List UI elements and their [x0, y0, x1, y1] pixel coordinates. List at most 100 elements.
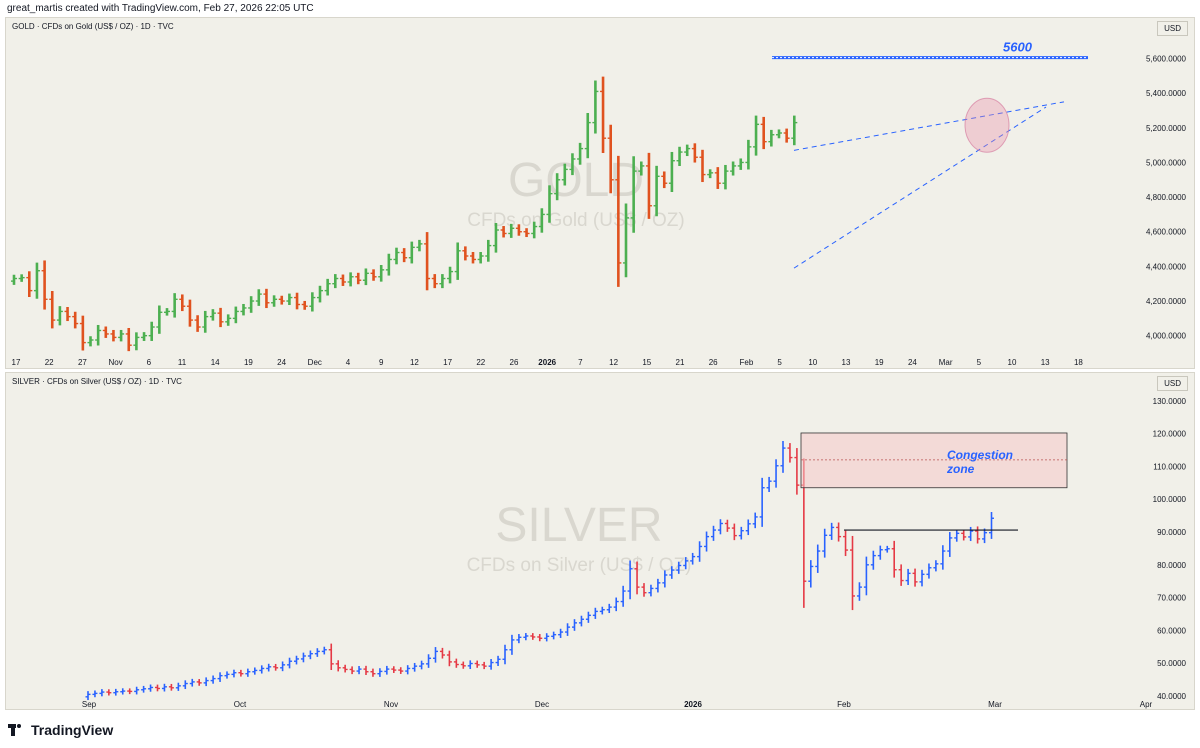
gold-ohlc-bar: [623, 203, 629, 278]
gold-ohlc-bar: [615, 155, 622, 287]
silver-ohlc-bar: [127, 688, 133, 695]
silver-ohlc-bar: [259, 665, 265, 674]
silver-ohlc-bar: [766, 476, 772, 493]
silver-ohlc-bar: [898, 564, 904, 586]
gold-ohlc-bar: [592, 80, 599, 134]
silver-ohlc-bar: [134, 686, 140, 695]
silver-ohlc-bar: [203, 677, 209, 687]
gold-ohlc-bar: [454, 242, 461, 280]
silver-ohlc-bar: [641, 583, 647, 597]
silver-congestion-label: Congestion: [947, 448, 1013, 462]
silver-ohlc-bar: [155, 684, 160, 692]
silver-ohlc-bar: [843, 530, 849, 557]
silver-ohlc-bar: [356, 665, 362, 675]
silver-ohlc-bar: [224, 671, 230, 679]
gold-ohlc-bar: [309, 292, 316, 312]
silver-y-tick-label: 50.0000: [1157, 659, 1186, 668]
silver-currency-button[interactable]: USD: [1157, 376, 1188, 391]
silver-ohlc-bar: [697, 541, 703, 562]
silver-ohlc-bar: [731, 523, 737, 541]
gold-ohlc-bar: [630, 156, 637, 233]
gold-ohlc-bar: [753, 115, 760, 156]
gold-ohlc-bar: [645, 152, 652, 219]
silver-ohlc-bar: [280, 661, 286, 672]
gold-ohlc-bar: [653, 165, 660, 217]
silver-ohlc-bar: [189, 678, 195, 687]
gold-ohlc-bar: [730, 161, 737, 176]
gold-x-tick-label: 12: [410, 358, 419, 367]
silver-ohlc-bar: [391, 666, 397, 673]
gold-ohlc-bar: [485, 239, 492, 262]
gold-ohlc-bar: [141, 332, 148, 341]
silver-ohlc-bar: [954, 529, 960, 542]
silver-y-tick-label: 120.0000: [1153, 430, 1187, 439]
gold-ohlc-bar: [18, 274, 25, 282]
gold-ohlc-bar: [324, 278, 331, 296]
silver-ohlc-bar: [113, 688, 119, 696]
gold-ohlc-bar: [554, 173, 561, 201]
gold-ohlc-bar: [125, 328, 132, 352]
gold-ohlc-bar: [416, 239, 423, 252]
gold-currency-button[interactable]: USD: [1157, 21, 1188, 36]
silver-ohlc-bar: [349, 666, 355, 675]
gold-ohlc-bar: [64, 307, 71, 322]
gold-ohlc-bar: [776, 129, 782, 139]
tradingview-logo[interactable]: TradingView: [8, 722, 113, 738]
silver-ohlc-bar: [891, 540, 897, 578]
gold-ohlc-bar: [745, 139, 752, 170]
silver-ohlc-bar: [314, 648, 320, 657]
gold-ohlc-bar: [600, 76, 607, 154]
silver-x-tick-label: Feb: [837, 700, 851, 709]
gold-ohlc-bar: [202, 310, 209, 333]
silver-ohlc-bar: [481, 661, 487, 670]
silver-ohlc-bar: [210, 675, 216, 684]
gold-y-tick-label: 4,800.0000: [1146, 193, 1187, 202]
gold-x-tick-label: 22: [45, 358, 54, 367]
silver-ohlc-bar: [717, 519, 723, 535]
gold-symbol-line: GOLD · CFDs on Gold (US$ / OZ) · 1D · TV…: [12, 22, 174, 31]
gold-x-tick-label: 26: [510, 358, 519, 367]
gold-ohlc-bar: [531, 221, 538, 239]
gold-ohlc-bar: [301, 300, 308, 310]
gold-ohlc-bar: [783, 128, 790, 143]
gold-ohlc-bar: [95, 324, 102, 346]
silver-x-tick-label: Nov: [384, 700, 398, 709]
silver-ohlc-bar: [662, 570, 668, 588]
gold-ohlc-bar: [286, 293, 293, 306]
silver-ohlc-bar: [759, 477, 765, 527]
gold-x-tick-label: Nov: [108, 358, 122, 367]
gold-ohlc-bar: [370, 269, 377, 281]
silver-ohlc-bar: [578, 615, 584, 627]
silver-ohlc-bar: [704, 531, 710, 552]
gold-ohlc-bar: [271, 295, 278, 307]
gold-chart-panel[interactable]: GOLD CFDs on Gold (US$ / OZ) 4,000.0000 4,2…: [5, 17, 1195, 369]
gold-x-tick-label: Mar: [939, 358, 953, 367]
silver-ohlc-bar: [412, 662, 418, 672]
gold-chart[interactable]: GOLD CFDs on Gold (US$ / OZ) 4,000.0000 4,2…: [6, 18, 1194, 368]
silver-x-tick-label: Sep: [82, 700, 97, 709]
silver-ohlc-bar: [370, 668, 376, 677]
gold-ohlc-bar: [508, 223, 515, 238]
silver-chart[interactable]: SILVER CFDs on Silver (US$ / OZ) 40.0000 50…: [6, 373, 1194, 709]
gold-ohlc-bar: [477, 252, 484, 264]
silver-ohlc-bar: [572, 619, 577, 631]
silver-ohlc-bar: [836, 522, 842, 542]
gold-x-tick-label: 4: [346, 358, 351, 367]
silver-ohlc-bar: [961, 529, 967, 541]
silver-ohlc-bar: [947, 532, 953, 557]
silver-ohlc-bar: [815, 544, 821, 573]
gold-ohlc-bar: [737, 158, 744, 170]
silver-ohlc-bar: [377, 668, 383, 677]
gold-x-tick-label: 17: [12, 358, 21, 367]
gold-ohlc-bar: [714, 167, 721, 189]
silver-ohlc-bar: [968, 526, 974, 542]
silver-ohlc-bar: [780, 441, 786, 473]
gold-ohlc-bar: [676, 146, 683, 167]
gold-ohlc-bar: [661, 171, 668, 189]
silver-ohlc-bar: [168, 683, 174, 691]
silver-ohlc-bar: [141, 685, 147, 693]
silver-chart-panel[interactable]: SILVER CFDs on Silver (US$ / OZ) 40.0000 50…: [5, 372, 1195, 710]
gold-ohlc-bar: [546, 185, 553, 223]
gold-ohlc-bar: [156, 305, 163, 334]
gold-ohlc-bar: [691, 143, 698, 163]
